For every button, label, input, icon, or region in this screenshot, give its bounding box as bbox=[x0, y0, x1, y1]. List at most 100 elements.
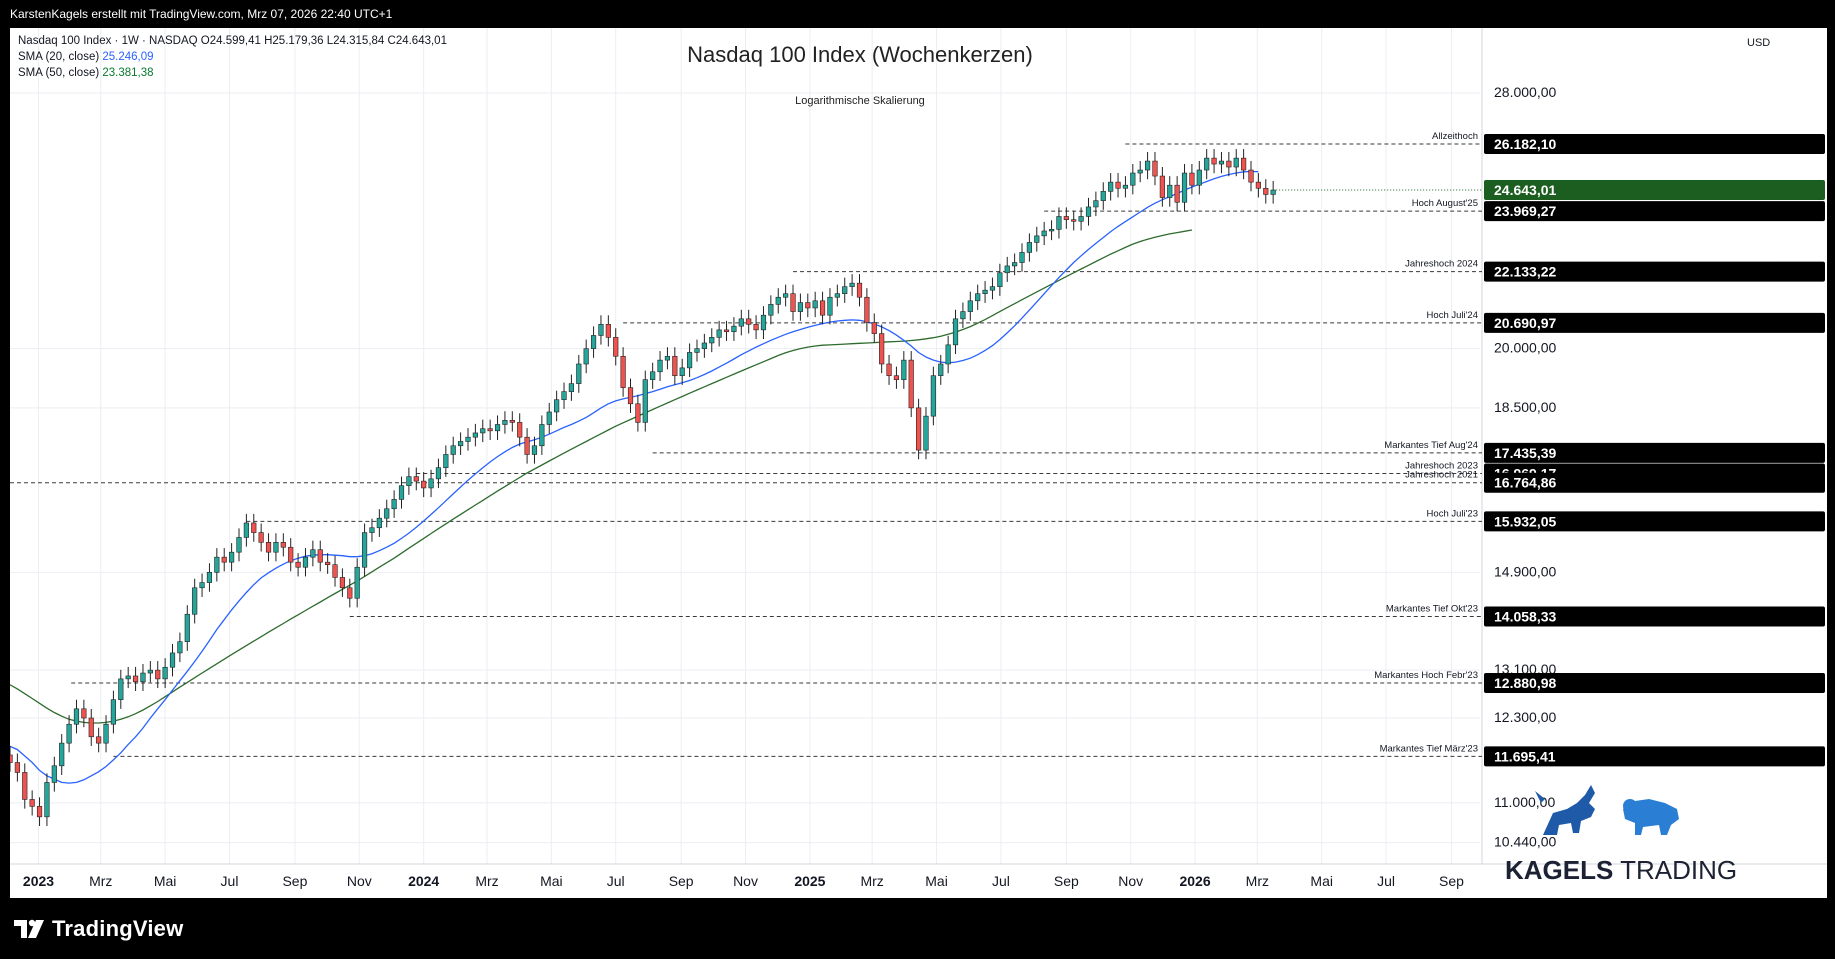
candle-body bbox=[871, 322, 877, 334]
candle-body bbox=[1152, 160, 1158, 177]
candle-body bbox=[480, 428, 486, 434]
last-price-label: 24.643,01 bbox=[1494, 182, 1556, 198]
candle-body bbox=[960, 311, 966, 320]
candle-body bbox=[938, 363, 944, 377]
candle-body bbox=[1130, 172, 1136, 186]
candle-body bbox=[443, 454, 449, 468]
candle-body bbox=[613, 337, 619, 357]
level-badge bbox=[1484, 606, 1825, 627]
candle-body bbox=[694, 348, 700, 353]
x-tick-label: Mrz bbox=[89, 873, 112, 889]
candle-body bbox=[605, 324, 611, 338]
candle-body bbox=[1181, 172, 1188, 203]
candle-body bbox=[494, 424, 501, 432]
candle-body bbox=[421, 480, 427, 489]
sma20-line bbox=[10, 170, 1259, 784]
candlestick-chart[interactable]: 10.440,0011.000,0012.300,0013.100,0014.9… bbox=[10, 28, 1827, 898]
candle-body bbox=[258, 532, 264, 543]
candle-body bbox=[214, 556, 220, 573]
candle-body bbox=[118, 678, 124, 701]
chart-panel[interactable]: 10.440,00 11.000,00 12.300,00 13.100,00 14.9… bbox=[10, 28, 1827, 898]
candle-body bbox=[273, 542, 279, 553]
x-tick-label: Sep bbox=[1439, 873, 1464, 889]
candle-body bbox=[967, 300, 973, 312]
level-price-label: 12.880,98 bbox=[1494, 675, 1556, 691]
level-price-label: 23.969,27 bbox=[1494, 203, 1556, 219]
candle-body bbox=[760, 314, 767, 331]
chart-title: Nasdaq 100 Index (Wochenkerzen) bbox=[687, 42, 1033, 67]
candle-body bbox=[310, 549, 316, 558]
candle-body bbox=[1122, 184, 1129, 189]
candle-body bbox=[110, 699, 117, 725]
candle-body bbox=[627, 387, 634, 405]
candle-body bbox=[36, 806, 43, 818]
candle-body bbox=[1078, 216, 1084, 222]
symbol-legend: Nasdaq 100 Index · 1W · NASDAQ O24.599,4… bbox=[18, 35, 447, 47]
tradingview-logo[interactable]: TradingView bbox=[14, 916, 183, 942]
candle-body bbox=[1248, 169, 1254, 183]
candle-body bbox=[339, 577, 346, 589]
x-tick-label: Jul bbox=[221, 873, 239, 889]
level-badge bbox=[1484, 201, 1825, 222]
candle-body bbox=[398, 485, 405, 500]
level-note: Hoch Juli'24 bbox=[1427, 310, 1478, 321]
candle-body bbox=[1012, 262, 1018, 267]
candle-body bbox=[650, 371, 656, 380]
candle-body bbox=[147, 669, 153, 674]
x-tick-label: Mrz bbox=[860, 873, 883, 889]
candle-body bbox=[155, 669, 161, 680]
level-price-label: 11.695,41 bbox=[1494, 748, 1556, 764]
candle-body bbox=[576, 363, 582, 384]
candle-body bbox=[568, 383, 574, 392]
candle-body bbox=[472, 432, 478, 438]
level-note: Hoch Juli'23 bbox=[1427, 508, 1478, 519]
level-badge bbox=[1484, 312, 1825, 333]
sma20-value: 25.246,09 bbox=[102, 51, 154, 63]
sma50-legend: SMA (50, close) 23.381,38 bbox=[18, 67, 154, 79]
sma20-label: SMA (20, close) bbox=[18, 51, 100, 63]
candle-body bbox=[864, 296, 870, 323]
candle-body bbox=[849, 282, 855, 287]
level-note: Markantes Tief Aug'24 bbox=[1384, 440, 1478, 451]
candle-body bbox=[1196, 169, 1202, 186]
candle-body bbox=[29, 799, 35, 807]
candle-body bbox=[1211, 157, 1217, 165]
candle-body bbox=[132, 675, 139, 683]
candle-body bbox=[923, 415, 929, 451]
tradingview-icon bbox=[14, 919, 44, 938]
sma50-label: SMA (50, close) bbox=[18, 67, 100, 79]
candle-body bbox=[361, 532, 368, 568]
candle-body bbox=[664, 355, 671, 361]
candle-body bbox=[1233, 157, 1239, 168]
level-note: Hoch August'25 bbox=[1412, 198, 1478, 209]
level-price-label: 17.435,39 bbox=[1494, 445, 1556, 461]
candle-body bbox=[465, 436, 471, 442]
candle-body bbox=[206, 572, 213, 583]
level-note: Allzeithoch bbox=[1432, 131, 1478, 142]
candle-body bbox=[125, 675, 131, 680]
candle-body bbox=[302, 556, 309, 568]
candle-body bbox=[775, 296, 781, 305]
candle-body bbox=[856, 282, 863, 298]
candle-body bbox=[10, 754, 13, 763]
x-tick-label: Jul bbox=[1377, 873, 1395, 889]
footer-bar: TradingView bbox=[0, 898, 1835, 959]
level-note: Jahreshoch 2021 bbox=[1405, 470, 1478, 481]
x-tick-label: Nov bbox=[733, 873, 758, 889]
candle-body bbox=[701, 342, 707, 349]
x-tick-label: Nov bbox=[1118, 873, 1143, 889]
candle-body bbox=[723, 329, 730, 333]
candle-body bbox=[1093, 200, 1099, 208]
candle-body bbox=[561, 391, 567, 401]
candle-body bbox=[805, 302, 811, 309]
x-tick-label: 2025 bbox=[794, 873, 825, 889]
candle-body bbox=[738, 318, 744, 327]
candle-body bbox=[1034, 235, 1040, 243]
candle-body bbox=[73, 708, 80, 725]
y-tick-label: 20.000,00 bbox=[1494, 340, 1556, 356]
candle-body bbox=[354, 566, 360, 599]
candle-body bbox=[384, 508, 390, 519]
candle-body bbox=[502, 420, 508, 425]
candle-body bbox=[1144, 160, 1151, 171]
candle-body bbox=[192, 587, 198, 615]
